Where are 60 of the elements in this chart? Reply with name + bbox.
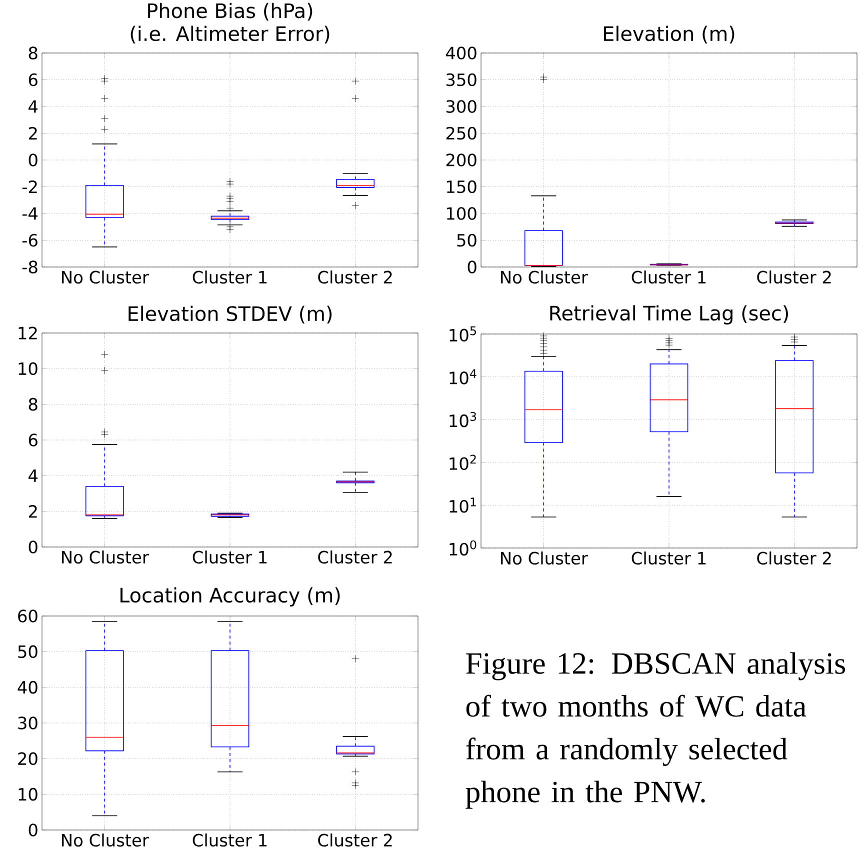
y-tick-label: 0: [468, 260, 476, 274]
x-tick-label: Cluster 2: [757, 270, 831, 284]
chart-subtitle: (i.e. Altimeter Error): [130, 26, 330, 44]
y-tick-label: 200: [446, 154, 476, 166]
y-tick-label: 400: [446, 46, 476, 60]
y-tick-label: 30: [18, 716, 38, 730]
y-tick-label: 300: [446, 100, 476, 113]
chart-title: Location Accuracy (m): [120, 587, 340, 606]
x-tick-label: Cluster 1: [192, 550, 267, 564]
y-tick-label: 250: [446, 126, 476, 140]
x-tick-label: No Cluster: [501, 552, 588, 565]
y-tick-label: 10: [18, 362, 38, 376]
y-tick-label: 10$^{5}$: [450, 326, 476, 342]
y-tick-label: 40: [18, 680, 38, 694]
y-tick-label: 10$^{2}$: [450, 454, 476, 470]
x-tick-label: No Cluster: [62, 270, 149, 284]
y-tick-label: 10$^{1}$: [450, 498, 476, 513]
y-tick-label: 10$^{4}$: [450, 369, 476, 384]
x-tick-label: Cluster 1: [632, 270, 706, 284]
x-tick-label: No Cluster: [62, 550, 149, 564]
caption: Figure 12: DBSCAN analysis of two months of WC data from a randomly selected phone in the PNW.: [466, 652, 845, 809]
y-tick-label: 0: [28, 824, 38, 836]
x-tick-label: Cluster 1: [192, 834, 267, 847]
y-tick-label: 10$^{0}$: [450, 540, 476, 556]
y-tick-label: 6: [28, 73, 38, 86]
chart-title: Elevation (m): [604, 26, 734, 44]
y-tick-label: 100: [447, 207, 476, 220]
y-tick-label: 6: [28, 434, 38, 446]
y-tick-label: 60: [18, 610, 38, 622]
chart-title: Phone Bias (hPa): [148, 2, 312, 21]
y-tick-label: 20: [18, 752, 38, 766]
x-tick-label: Cluster 2: [318, 834, 392, 847]
x-tick-label: No Cluster: [501, 270, 588, 284]
y-tick-label: 150: [447, 180, 476, 194]
y-tick-label: 8: [28, 398, 38, 411]
y-tick-label: 4: [28, 469, 38, 482]
y-tick-label: -2: [22, 180, 37, 194]
y-tick-label: 10: [18, 788, 38, 801]
y-tick-label: 12: [18, 326, 37, 340]
x-tick-label: Cluster 2: [318, 550, 392, 564]
x-tick-label: No Cluster: [62, 834, 149, 847]
chart-title: Retrieval Time Lag (sec): [550, 305, 788, 324]
chart-title: Elevation STDEV (m): [128, 306, 332, 324]
y-tick-label: 10$^{3}$: [450, 412, 476, 428]
y-tick-label: 4: [28, 100, 38, 113]
y-tick-label: 2: [28, 126, 37, 140]
x-tick-label: Cluster 2: [318, 270, 392, 284]
y-tick-label: -8: [22, 260, 38, 274]
x-tick-label: Cluster 1: [192, 270, 267, 284]
y-tick-label: 8: [28, 46, 38, 60]
y-tick-label: 50: [457, 234, 476, 247]
y-tick-label: 0: [28, 540, 38, 554]
y-tick-label: 50: [18, 645, 38, 658]
y-tick-label: 350: [446, 73, 476, 86]
x-tick-label: Cluster 2: [757, 552, 831, 565]
y-tick-label: 0: [28, 154, 38, 166]
y-tick-label: 2: [28, 505, 37, 518]
y-tick-label: -4: [22, 207, 38, 220]
y-tick-label: -6: [22, 234, 38, 247]
x-tick-label: Cluster 1: [632, 552, 706, 565]
